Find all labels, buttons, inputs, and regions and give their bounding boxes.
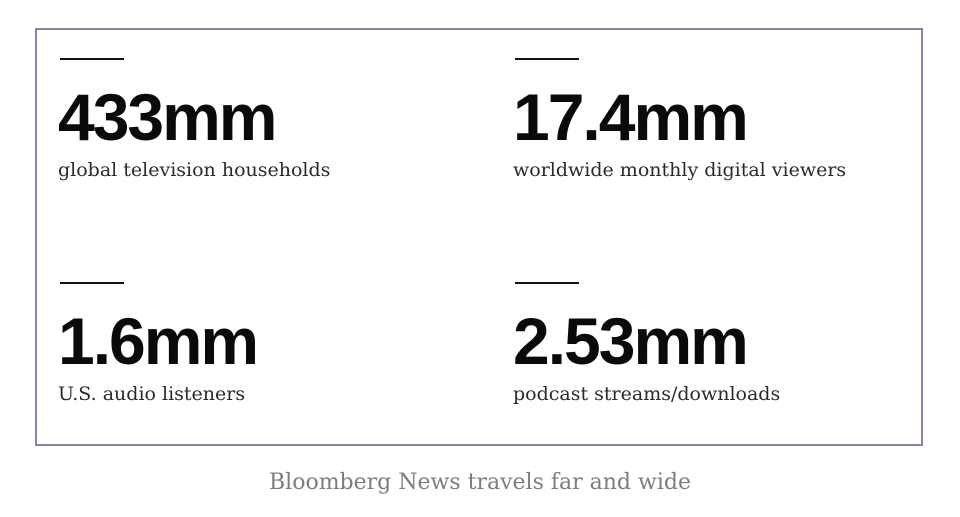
stat-card-podcast-streams: 2.53mm podcast streams/downloads [513, 282, 780, 406]
stat-divider [60, 58, 124, 60]
stat-value: 1.6mm [58, 304, 259, 378]
stat-card-audio-listeners: 1.6mm U.S. audio listeners [58, 282, 259, 406]
stat-card-tv-households: 433mm global television households [58, 58, 330, 182]
stat-card-digital-viewers: 17.4mm worldwide monthly digital viewers [513, 58, 846, 182]
stat-divider [60, 282, 124, 284]
stat-label: global television households [58, 159, 331, 181]
stat-value: 17.4mm [513, 80, 749, 154]
stats-panel: 433mm global television households 17.4m… [35, 28, 923, 446]
stat-value: 433mm [58, 80, 278, 154]
stat-label: worldwide monthly digital viewers [513, 159, 847, 181]
stat-divider [515, 282, 579, 284]
stat-label: U.S. audio listeners [58, 383, 246, 405]
image-caption: Bloomberg News travels far and wide [269, 470, 691, 495]
stat-label: podcast streams/downloads [513, 383, 781, 405]
stat-divider [515, 58, 579, 60]
stat-value: 2.53mm [513, 304, 749, 378]
